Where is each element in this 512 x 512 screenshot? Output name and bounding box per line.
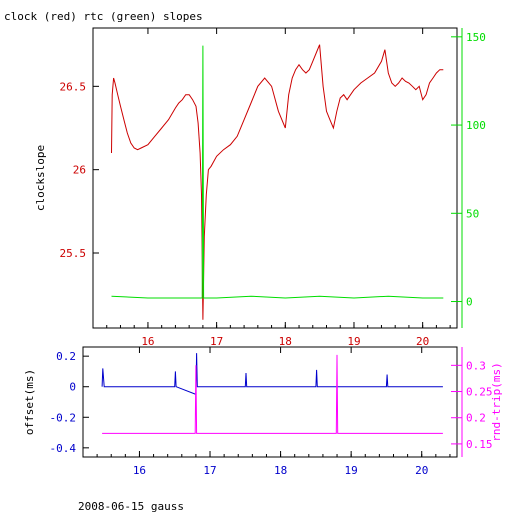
footer-date-host: 2008-06-15 gauss: [78, 500, 184, 512]
y-tick-label: 26: [73, 164, 86, 177]
top-y-ticks: 25.5 26 26.5: [60, 80, 99, 260]
y2-tick-label: 100: [466, 119, 486, 132]
y2-tick-label: 0.15: [466, 438, 493, 451]
y2-tick-label: 50: [466, 207, 479, 220]
top-y2-ticks: 0 50 100 150: [451, 28, 486, 328]
y-tick-label: 0.2: [56, 350, 76, 363]
top-series: [111, 44, 444, 320]
chart-title: clock (red) rtc (green) slopes: [4, 10, 203, 23]
series-line-clock: [111, 44, 444, 320]
y2-tick-label: 0.3: [466, 359, 486, 372]
bottom-y2-axis-label: rnd-trip(ms): [490, 362, 503, 441]
y-tick-label: 26.5: [60, 80, 87, 93]
top-panel: 16 17 18 19 20 25.5 26 26.5 0 50 100 150 clockslo…: [34, 27, 486, 348]
series-line-offset: [101, 353, 443, 396]
x-tick-label: 20: [415, 464, 428, 477]
x-tick-label: 16: [133, 464, 146, 477]
series-line-rnd-trip: [102, 354, 443, 434]
bottom-panel: 16 17 18 19 20 -0.4 -0.2 0 0.2 0.15 0.2 0.25 0.3 o…: [23, 346, 503, 477]
series-line-rtc: [111, 45, 444, 299]
top-plot-frame: [92, 27, 458, 329]
x-tick-label: 19: [345, 464, 358, 477]
x-tick-label: 19: [347, 335, 360, 348]
bottom-series: [101, 353, 443, 434]
x-tick-label: 18: [274, 464, 287, 477]
bottom-x-ticks: 16 17 18 19 20: [82, 347, 451, 477]
top-y-axis-label: clockslope: [34, 145, 47, 211]
x-tick-label: 18: [279, 335, 292, 348]
y2-tick-label: 0.2: [466, 412, 486, 425]
top-x-ticks: 16 17 18 19 20: [92, 28, 451, 348]
bottom-y-ticks: -0.4 -0.2 0 0.2: [50, 350, 89, 455]
bottom-y2-ticks: 0.15 0.2 0.25 0.3: [451, 347, 493, 457]
y2-tick-label: 150: [466, 31, 486, 44]
y2-tick-label: 0: [466, 296, 473, 309]
x-tick-label: 20: [416, 335, 429, 348]
bottom-plot-frame: [82, 346, 458, 458]
y-tick-label: -0.2: [50, 411, 77, 424]
y2-tick-label: 0.25: [466, 386, 493, 399]
x-tick-label: 17: [203, 464, 216, 477]
y-tick-label: 25.5: [60, 247, 87, 260]
y-tick-label: 0: [69, 381, 76, 394]
x-tick-label: 17: [210, 335, 223, 348]
x-tick-label: 16: [141, 335, 154, 348]
y-tick-label: -0.4: [50, 442, 77, 455]
bottom-y-axis-label: offset(ms): [23, 369, 36, 435]
